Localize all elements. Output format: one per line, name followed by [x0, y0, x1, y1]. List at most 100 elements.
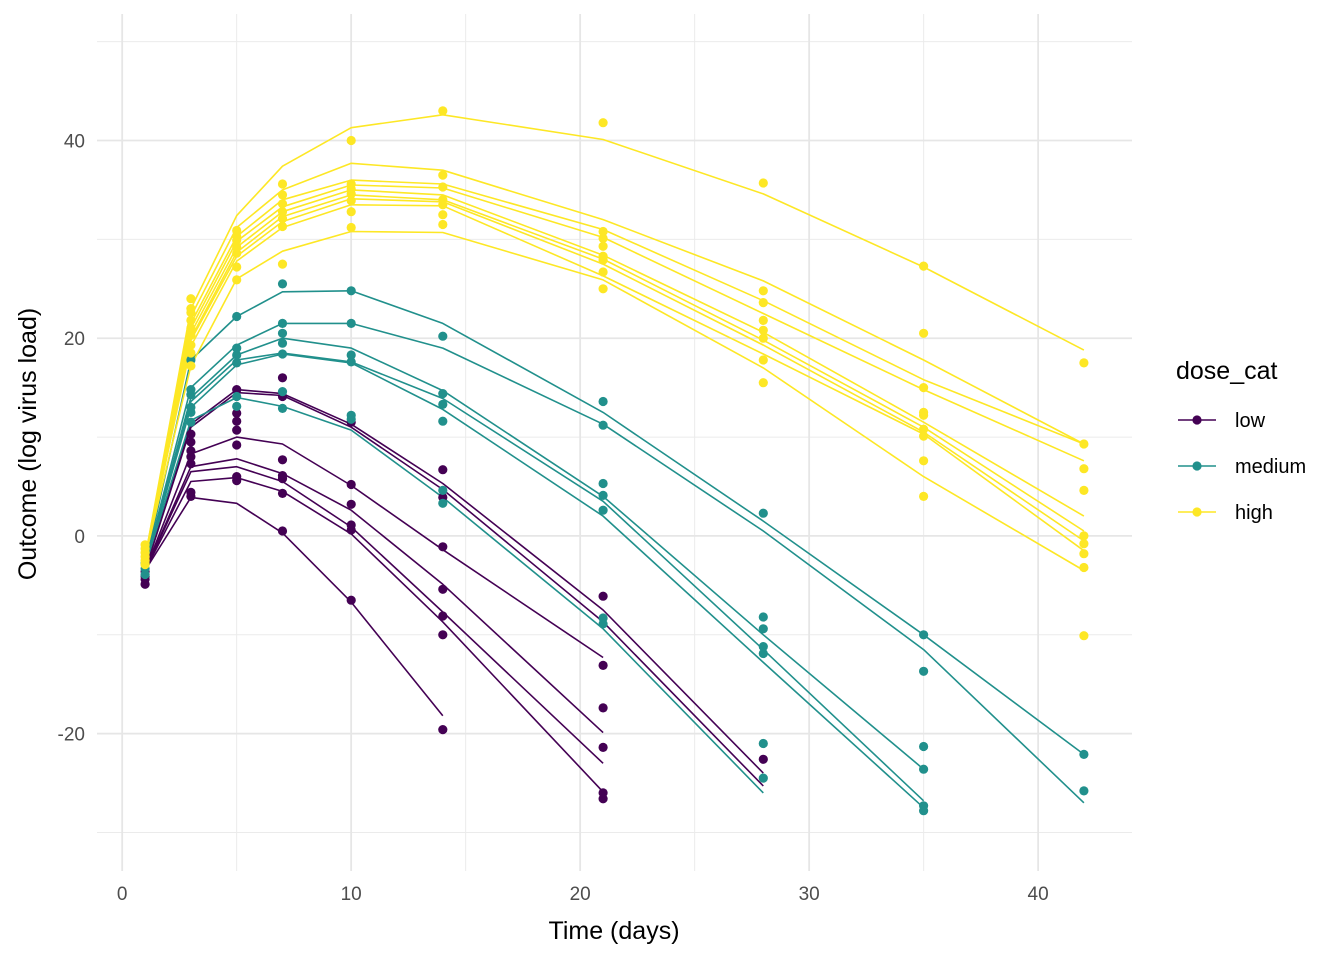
data-point-medium: [438, 485, 448, 495]
data-point-medium: [598, 420, 608, 430]
data-point-medium: [758, 624, 768, 634]
data-point-low: [438, 630, 448, 640]
series-points: [140, 106, 1089, 816]
data-point-low: [232, 440, 242, 450]
data-point-high: [232, 275, 242, 285]
legend-label-medium: medium: [1235, 456, 1306, 478]
data-point-high: [758, 325, 768, 335]
data-point-high: [919, 328, 929, 338]
data-point-high: [1079, 562, 1089, 573]
data-point-high: [758, 298, 768, 308]
data-point-low: [232, 425, 242, 435]
data-point-low: [438, 542, 448, 552]
data-point-high: [1079, 531, 1089, 541]
data-point-high: [1079, 439, 1089, 449]
data-point-medium: [598, 396, 608, 407]
data-point-medium: [186, 417, 196, 427]
x-tick-label: 40: [1028, 884, 1049, 905]
data-point-medium: [346, 318, 356, 328]
data-point-medium: [346, 410, 356, 420]
data-point-medium: [758, 648, 768, 659]
legend-key-point-medium: [1192, 461, 1202, 471]
data-point-medium: [919, 630, 929, 640]
x-tick-label: 0: [117, 884, 128, 905]
data-point-high: [346, 207, 356, 217]
data-point-medium: [346, 357, 356, 367]
data-point-high: [232, 242, 242, 252]
data-point-medium: [919, 764, 929, 774]
data-point-high: [598, 233, 608, 243]
minor-grid: [97, 14, 1132, 871]
data-point-high: [438, 106, 448, 116]
data-point-high: [346, 196, 356, 206]
data-point-high: [232, 262, 242, 272]
data-point-high: [186, 348, 196, 358]
data-point-medium: [598, 619, 608, 629]
series-line-medium: [144, 289, 1085, 756]
data-point-high: [277, 214, 288, 224]
data-point-low: [140, 579, 150, 589]
y-axis-tick-labels: -20 0 20 40: [58, 132, 85, 746]
data-point-high: [1079, 464, 1089, 474]
data-point-low: [277, 455, 288, 465]
data-point-medium: [277, 328, 288, 338]
data-point-high: [758, 178, 768, 188]
data-point-medium: [232, 358, 242, 368]
legend-label-high: high: [1235, 502, 1273, 524]
data-point-low: [277, 488, 288, 498]
data-point-low: [438, 725, 448, 735]
legend-title: dose_cat: [1176, 357, 1278, 385]
series-line-medium: [144, 337, 925, 770]
data-point-medium: [277, 338, 288, 348]
data-point-medium: [758, 508, 768, 518]
data-point-low: [346, 479, 356, 490]
data-point-high: [277, 199, 288, 209]
series-line-low: [144, 496, 444, 717]
series-line-high: [144, 114, 1085, 558]
data-point-medium: [758, 612, 768, 622]
legend-key-point-high: [1192, 507, 1202, 517]
data-point-high: [758, 355, 768, 365]
data-point-medium: [598, 490, 608, 500]
data-point-medium: [758, 738, 768, 749]
x-axis-title: Time (days): [548, 917, 679, 945]
data-point-high: [346, 179, 356, 189]
data-point-low: [598, 788, 608, 798]
x-axis-tick-labels: 0 10 20 30 40: [117, 884, 1049, 905]
data-point-low: [758, 754, 768, 764]
data-point-low: [186, 487, 196, 497]
x-tick-label: 10: [341, 884, 362, 905]
data-point-low: [232, 385, 242, 395]
data-point-high: [438, 219, 448, 230]
data-point-high: [186, 304, 196, 314]
series-line-high: [144, 230, 1085, 572]
x-tick-label: 20: [570, 884, 591, 905]
data-point-low: [346, 499, 356, 509]
data-point-medium: [186, 385, 196, 395]
data-point-high: [919, 491, 929, 501]
data-point-low: [598, 591, 608, 601]
data-point-low: [277, 526, 288, 536]
y-tick-label: 40: [64, 132, 85, 153]
data-point-high: [598, 241, 608, 251]
data-point-high: [277, 190, 288, 200]
data-point-medium: [919, 741, 929, 752]
data-point-low: [186, 446, 196, 456]
data-point-high: [186, 315, 196, 325]
data-point-low: [277, 373, 288, 383]
legend-label-low: low: [1235, 410, 1266, 432]
series-line-medium: [144, 322, 1085, 804]
data-point-high: [598, 284, 608, 294]
series-line-high: [144, 184, 1085, 558]
data-point-high: [598, 251, 608, 261]
data-point-high: [346, 135, 356, 146]
data-point-high: [1079, 358, 1089, 368]
data-point-medium: [277, 403, 288, 413]
data-point-high: [438, 210, 448, 220]
data-point-high: [1079, 539, 1089, 549]
series-line-medium: [144, 396, 764, 794]
data-point-high: [919, 456, 929, 466]
data-point-high: [1079, 485, 1089, 495]
data-point-low: [277, 471, 288, 481]
data-point-high: [438, 182, 448, 192]
